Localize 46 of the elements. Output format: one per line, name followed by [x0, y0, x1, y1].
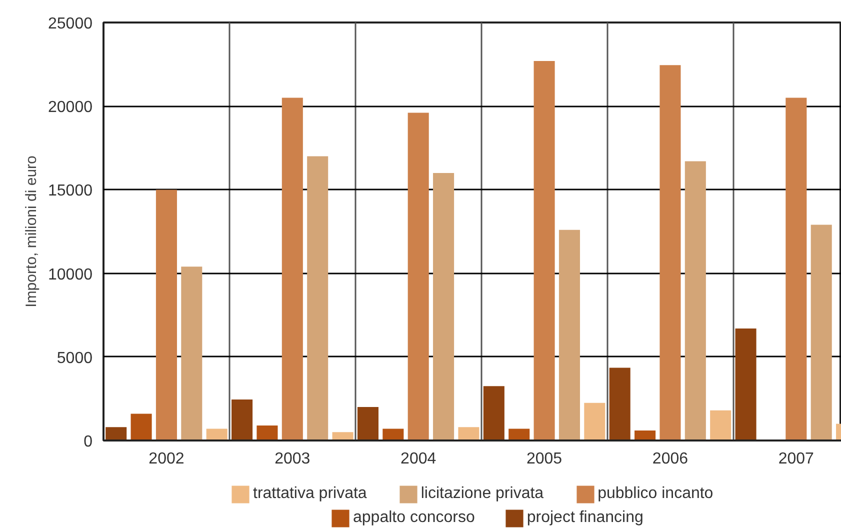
y-tick-label: 0	[84, 434, 93, 450]
bar	[810, 224, 832, 440]
bar	[256, 425, 278, 440]
x-tick-label: 2002	[148, 450, 184, 468]
y-axis-title: Importo, milioni di euro	[23, 156, 40, 308]
legend-label: appalto concorso	[353, 509, 475, 527]
bar	[382, 428, 404, 440]
bar	[181, 266, 202, 440]
bar	[710, 410, 732, 440]
bar	[408, 112, 429, 440]
bar	[232, 400, 253, 440]
bar	[106, 427, 127, 440]
bar	[584, 402, 606, 440]
y-tick-label: 10000	[48, 266, 93, 284]
bar	[684, 161, 706, 440]
bar	[307, 156, 328, 440]
bar	[558, 230, 580, 440]
x-tick-label: 2005	[526, 450, 562, 468]
y-tick-label: 25000	[48, 16, 93, 32]
bar	[206, 428, 228, 440]
y-tick-label: 5000	[56, 350, 93, 367]
bar	[735, 328, 756, 440]
bar	[508, 428, 530, 440]
x-tick-label: 2003	[274, 450, 310, 468]
legend-label: licitazione privata	[420, 485, 544, 503]
x-tick-label: 2006	[652, 450, 688, 468]
bar	[483, 386, 504, 440]
bar	[534, 60, 555, 440]
bar	[609, 368, 630, 440]
bar	[634, 430, 656, 440]
bar	[130, 414, 152, 440]
x-tick-label: 2004	[400, 450, 436, 468]
bar	[660, 65, 681, 440]
legend-label: pubblico incanto	[598, 485, 714, 503]
bar	[357, 407, 378, 440]
bar	[332, 432, 354, 440]
bar	[433, 172, 454, 440]
bar	[156, 190, 177, 440]
bar	[458, 427, 480, 440]
legend-label: project financing	[526, 509, 644, 527]
x-tick-label: 2007	[778, 450, 814, 468]
legend-label: trattativa privata	[253, 485, 367, 503]
bar	[282, 98, 303, 440]
y-tick-label: 20000	[48, 99, 93, 116]
bar	[786, 98, 807, 440]
y-tick-label: 15000	[48, 182, 93, 200]
